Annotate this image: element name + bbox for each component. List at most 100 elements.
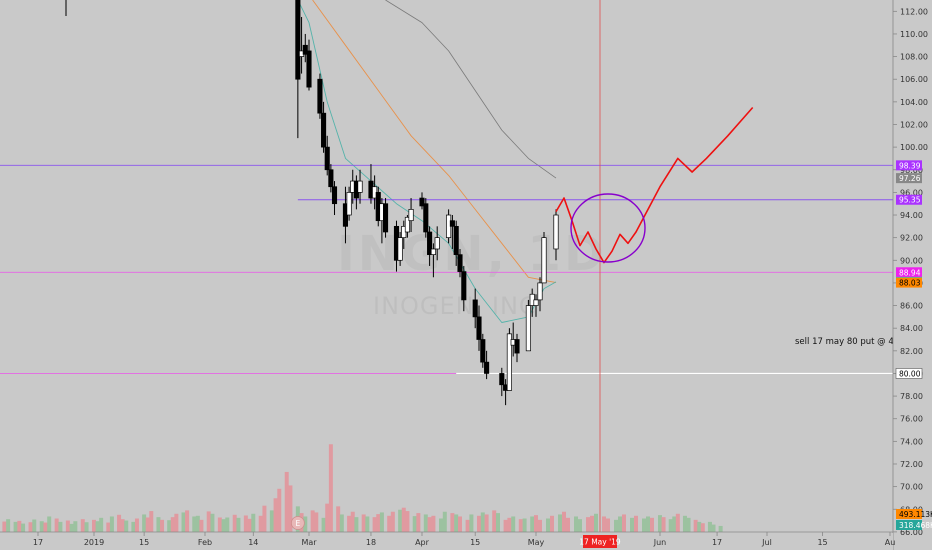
volume-bar (522, 518, 527, 532)
volume-bar (507, 517, 512, 532)
volume-bar (303, 516, 308, 532)
volume-bar (658, 515, 662, 532)
volume-bar (134, 518, 139, 532)
volume-bar (711, 524, 716, 532)
volume-bar (314, 512, 319, 532)
volume-bar (675, 513, 680, 532)
time-tick-label: 2019 (84, 538, 104, 547)
volume-bar (590, 515, 594, 532)
volume-bar (185, 510, 190, 532)
time-tick-label: 15 (139, 538, 149, 547)
price-tick-label: 86.00 (900, 302, 923, 311)
level-label: 95.35 (899, 196, 921, 205)
volume-bar (269, 510, 274, 532)
volume-bar (376, 514, 381, 532)
projection-drawing[interactable] (555, 106, 754, 264)
time-tick-label: 17 (33, 538, 43, 547)
volume-bar (354, 517, 359, 532)
time-tick-label: Mar (301, 538, 317, 547)
candle-body (427, 231, 433, 255)
candle-body (453, 225, 459, 255)
volume-bar (511, 516, 516, 532)
candle-body (430, 248, 436, 255)
volume-bar (350, 511, 355, 532)
volume-label: 493.113K (899, 510, 932, 519)
volume-bar (32, 519, 37, 532)
volume-bar (251, 513, 256, 532)
company-watermark: INOGEN, INC (373, 292, 537, 320)
volume-bar (682, 515, 687, 532)
volume-bar (131, 521, 136, 532)
candle-body (382, 203, 389, 233)
volume-bar (43, 522, 48, 532)
volume-bar (630, 517, 634, 532)
volume-bar (469, 514, 474, 532)
price-tick-label: 66.00 (900, 528, 923, 537)
price-tick-label: 92.00 (900, 234, 923, 243)
candle-body (408, 209, 414, 222)
volume-bar (58, 521, 63, 532)
time-tick-label: 17 (712, 538, 722, 547)
volume-bar (602, 516, 606, 532)
volume-bar (47, 516, 52, 532)
volume-bar (614, 519, 618, 532)
candle-body (525, 305, 531, 352)
volume-bar (578, 519, 582, 532)
candle-body (476, 316, 482, 340)
volume-bar (2, 521, 7, 532)
volume-bar (423, 514, 428, 532)
volume-bar (109, 516, 114, 532)
volume-bar (480, 512, 485, 532)
price-badge (896, 277, 922, 288)
price-tick-label: 104.00 (900, 98, 928, 107)
earnings-label: E (295, 519, 300, 528)
volume-bar (398, 509, 403, 532)
time-axis-background (0, 533, 893, 550)
volume-bar (458, 516, 462, 532)
price-tick-label: 100.00 (900, 143, 928, 152)
volume-bar (492, 510, 497, 532)
volume-bar (622, 514, 626, 532)
volume-bar (518, 519, 523, 532)
volume-bar (372, 517, 377, 532)
volume-bar (442, 511, 447, 532)
symbol-watermark: INGN, 1D (337, 226, 607, 282)
circle-drawing[interactable] (570, 193, 646, 263)
volume-bar (117, 514, 122, 532)
earnings-marker[interactable]: E (290, 516, 305, 530)
volume-bar (550, 515, 554, 532)
price-tick-label: 82.00 (900, 347, 923, 356)
volume-bars (2, 444, 723, 532)
volume-bar (149, 511, 154, 532)
price-badge (896, 173, 922, 184)
level-badge (896, 194, 922, 205)
candle-body (324, 146, 330, 171)
volume-bar (288, 485, 293, 532)
candle-body (472, 299, 478, 318)
candle-body (480, 339, 486, 363)
volume-bar (477, 515, 481, 532)
time-axis[interactable]: 17 2019 15 Feb 14 Mar 18 Apr 15 May Jun 17 Jul 15 Au 17… (0, 531, 895, 550)
price-tick-label: 70.00 (900, 483, 923, 492)
candle-body (457, 254, 463, 272)
volume-bar (697, 521, 702, 532)
level-badge (896, 267, 922, 278)
volume-bar (618, 516, 622, 532)
volume-bar (431, 515, 436, 532)
volume-bar (336, 506, 341, 532)
time-tick-label: 14 (248, 538, 258, 547)
candle-body (397, 237, 403, 261)
candle-body (484, 361, 490, 374)
earnings-icon (290, 516, 305, 530)
volume-bar (546, 518, 550, 532)
volume-bar (484, 514, 489, 532)
time-tick-label: Jun (653, 538, 667, 547)
candle-body (461, 271, 467, 301)
horizontal-levels[interactable] (0, 164, 893, 375)
candle-body (506, 333, 512, 391)
volume-bar (347, 515, 352, 532)
volume-bar (387, 515, 392, 532)
candle-body (449, 220, 455, 227)
volume-bar (199, 519, 204, 532)
